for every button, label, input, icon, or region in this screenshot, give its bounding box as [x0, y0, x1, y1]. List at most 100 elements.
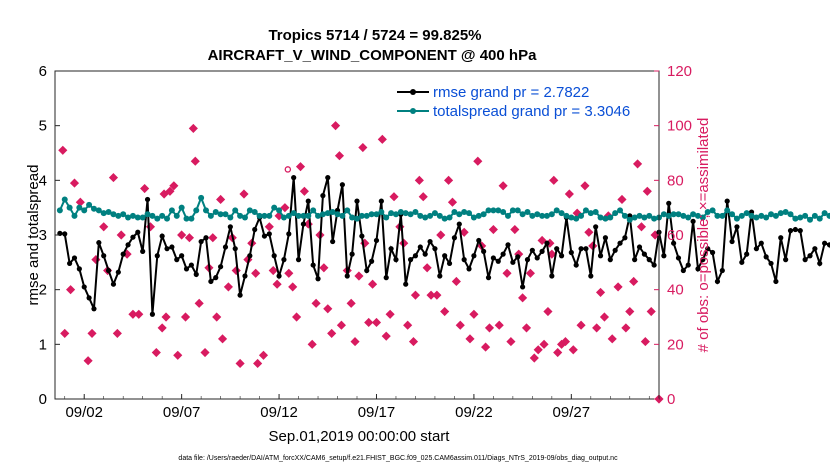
rmse-point — [305, 198, 311, 204]
rmse-point — [320, 193, 326, 199]
totalspread-point — [563, 212, 570, 219]
totalspread-point — [436, 212, 443, 219]
obs-assimilated-point — [272, 279, 282, 289]
rmse-point — [378, 198, 384, 204]
totalspread-point — [417, 212, 424, 219]
rmse-point — [481, 248, 487, 254]
totalspread-point — [373, 211, 380, 218]
obs-assimilated-point — [510, 224, 520, 235]
totalspread-point — [777, 210, 784, 217]
obs-assimilated-point — [418, 192, 428, 202]
obs-assimilated-point — [280, 203, 290, 213]
totalspread-point — [748, 212, 755, 219]
rmse-point — [286, 231, 292, 237]
rmse-point — [573, 262, 579, 268]
rmse-point — [125, 242, 131, 248]
rmse-point — [276, 273, 282, 279]
x-tick-label: 09/02 — [65, 404, 103, 421]
totalspread-point — [582, 207, 589, 214]
obs-assimilated-point — [99, 222, 109, 232]
totalspread-point — [159, 212, 166, 219]
rmse-point — [773, 278, 779, 285]
totalspread-point — [344, 207, 351, 214]
y-tick-label: 5 — [39, 118, 47, 135]
rmse-point — [140, 248, 146, 254]
totalspread-point — [339, 212, 346, 219]
y-right-tick-label: 100 — [667, 118, 692, 135]
rmse-point — [67, 260, 73, 267]
obs-assimilated-point — [432, 290, 442, 300]
rmse-point — [432, 246, 438, 252]
totalspread-point — [261, 212, 268, 219]
obs-assimilated-point — [533, 345, 543, 355]
totalspread-point — [402, 210, 409, 217]
obs-assimilated-point — [161, 312, 171, 322]
obs-assimilated-point — [564, 189, 574, 199]
rmse-point — [159, 233, 165, 239]
obs-assimilated-point — [576, 320, 586, 330]
totalspread-point — [724, 207, 731, 214]
totalspread-point — [729, 211, 736, 218]
totalspread-point — [495, 207, 502, 214]
rmse-point — [383, 275, 389, 281]
totalspread-point — [626, 216, 633, 223]
obs-assimilated-point — [264, 222, 274, 232]
totalspread-point — [573, 215, 580, 222]
rmse-point — [529, 247, 535, 253]
totalspread-point — [772, 212, 779, 219]
obs-assimilated-point — [173, 350, 183, 360]
obs-assimilated-point — [258, 350, 269, 360]
rmse-point — [461, 257, 467, 263]
totalspread-point — [753, 214, 760, 221]
totalspread-point — [670, 211, 677, 218]
obs-assimilated-point — [235, 358, 245, 369]
obs-assimilated-point — [268, 265, 278, 276]
totalspread-point — [300, 212, 307, 219]
y-tick-label: 2 — [39, 282, 47, 299]
obs-assimilated-point — [498, 181, 508, 191]
totalspread-point — [553, 207, 560, 214]
totalspread-point — [319, 211, 326, 218]
totalspread-point — [237, 212, 244, 219]
obs-assimilated-point — [336, 320, 346, 330]
rmse-point — [91, 306, 97, 312]
rmse-point — [198, 238, 204, 245]
totalspread-point — [543, 212, 550, 219]
totalspread-point — [368, 211, 375, 218]
obs-assimilated-point — [408, 337, 419, 347]
obs-assimilated-point — [599, 312, 610, 322]
rmse-point — [705, 246, 711, 252]
obs-assimilated-point — [455, 320, 465, 330]
rmse-point — [675, 255, 682, 261]
rmse-point — [632, 257, 638, 263]
totalspread-point — [71, 212, 78, 219]
chart-title: Tropics 5714 / 5724 = 99.825% — [268, 27, 481, 44]
totalspread-point — [578, 212, 585, 219]
obs-assimilated-point — [465, 334, 475, 344]
y-tick-label: 0 — [39, 391, 47, 408]
obs-assimilated-point — [646, 306, 656, 317]
rmse-point — [544, 240, 550, 246]
rmse-point — [62, 231, 68, 237]
totalspread-point — [524, 209, 531, 216]
totalspread-point — [485, 207, 492, 214]
obs-assimilated-point — [422, 263, 432, 273]
obs-assimilated-point — [217, 334, 228, 344]
rmse-point — [76, 266, 82, 272]
totalspread-point — [329, 209, 336, 216]
obs-assimilated-point — [529, 353, 539, 363]
rmse-point — [612, 247, 618, 253]
totalspread-point — [144, 211, 151, 218]
rmse-point — [700, 257, 706, 263]
rmse-point — [393, 257, 399, 263]
rmse-point — [495, 258, 501, 264]
obs-assimilated-point — [494, 320, 504, 330]
obs-assimilated-point — [549, 175, 559, 185]
legend-label: totalspread grand pr = 3.3046 — [433, 103, 630, 120]
legend-box — [392, 78, 650, 120]
rmse-point — [213, 275, 219, 281]
obs-assimilated-point — [216, 194, 226, 205]
totalspread-point — [665, 212, 672, 219]
rmse-point — [222, 244, 229, 250]
totalspread-point — [802, 212, 809, 219]
